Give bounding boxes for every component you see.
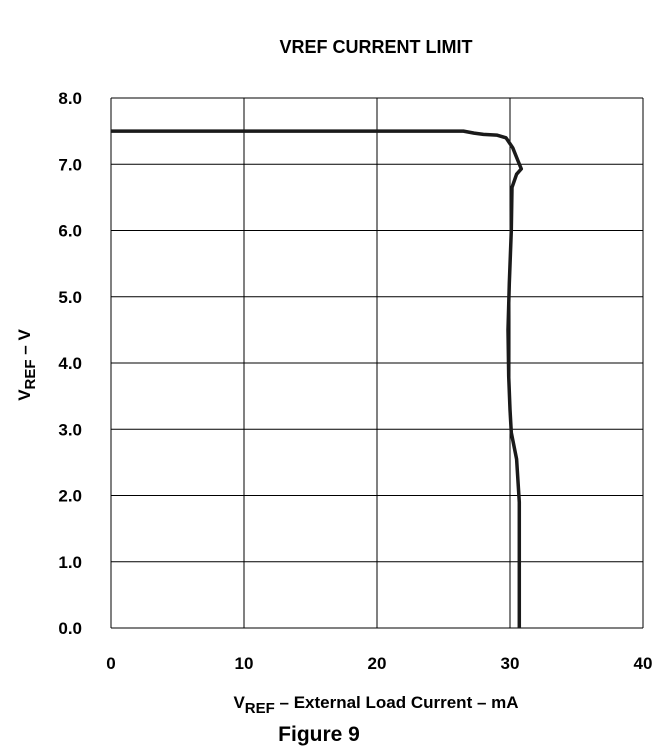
y-tick-label: 3.0 bbox=[58, 420, 82, 439]
x-tick-label: 20 bbox=[368, 654, 387, 673]
x-tick-label: 10 bbox=[235, 654, 254, 673]
figure-label: Figure 9 bbox=[278, 723, 360, 746]
x-tick-label: 0 bbox=[106, 654, 115, 673]
y-tick-label: 2.0 bbox=[58, 487, 82, 506]
series-group bbox=[111, 129, 524, 628]
y-tick-label: 4.0 bbox=[58, 354, 82, 373]
series-line bbox=[111, 129, 524, 628]
y-tick-label: 5.0 bbox=[58, 288, 82, 307]
y-tick-label: 1.0 bbox=[58, 553, 82, 572]
y-tick-label: 8.0 bbox=[58, 89, 82, 108]
x-tick-labels: 0 10 20 30 40 bbox=[106, 654, 652, 673]
grid bbox=[110, 97, 644, 629]
y-tick-label: 7.0 bbox=[58, 155, 82, 174]
x-tick-label: 40 bbox=[634, 654, 653, 673]
x-tick-label: 30 bbox=[501, 654, 520, 673]
chart-title: VREF CURRENT LIMIT bbox=[280, 37, 473, 57]
y-tick-labels: 0.0 1.0 2.0 3.0 4.0 5.0 6.0 7.0 8.0 bbox=[58, 89, 82, 638]
x-axis-label: VREF – External Load Current – mA bbox=[233, 693, 518, 717]
y-tick-label: 0.0 bbox=[58, 619, 82, 638]
y-tick-label: 6.0 bbox=[58, 222, 82, 241]
y-axis-label: VREF – V bbox=[15, 329, 39, 401]
